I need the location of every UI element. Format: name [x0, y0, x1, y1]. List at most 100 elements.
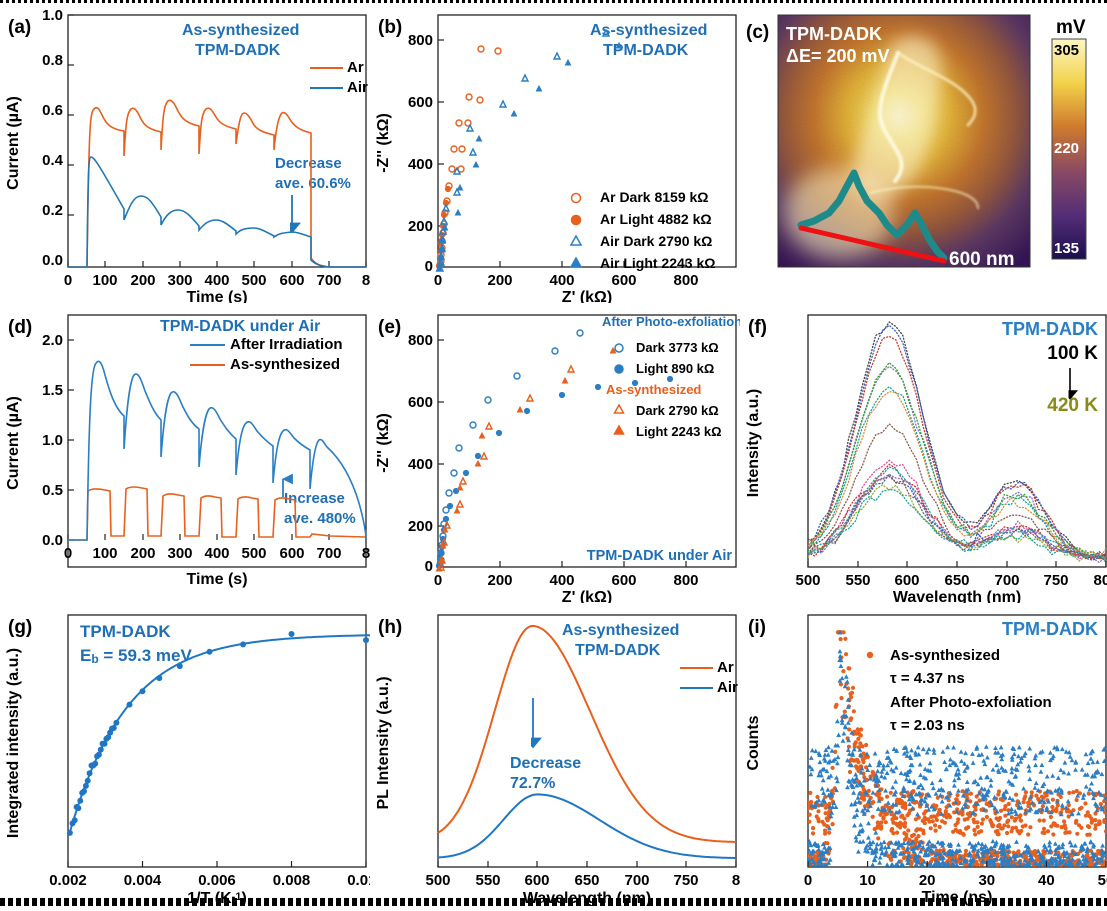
- svg-text:0.0: 0.0: [42, 252, 63, 269]
- svg-text:0: 0: [64, 272, 72, 289]
- svg-text:Ar Dark 8159 kΩ: Ar Dark 8159 kΩ: [600, 189, 709, 205]
- svg-text:600: 600: [611, 572, 636, 589]
- svg-text:800: 800: [1093, 572, 1107, 589]
- svg-text:Light 2243 kΩ: Light 2243 kΩ: [636, 424, 722, 439]
- svg-text:Decrease: Decrease: [275, 155, 342, 172]
- svg-text:(g): (g): [8, 617, 32, 638]
- svg-text:Z' (kΩ): Z' (kΩ): [562, 589, 612, 603]
- svg-text:600 nm: 600 nm: [949, 249, 1014, 270]
- svg-text:0: 0: [425, 558, 433, 575]
- svg-text:1.0: 1.0: [42, 7, 63, 24]
- svg-text:TPM-DADK under Air: TPM-DADK under Air: [587, 548, 733, 564]
- svg-text:0: 0: [64, 545, 72, 562]
- svg-text:700: 700: [994, 572, 1019, 589]
- svg-text:400: 400: [204, 272, 229, 289]
- svg-text:500: 500: [241, 272, 266, 289]
- svg-text:Air: Air: [717, 679, 738, 696]
- svg-text:(e): (e): [378, 317, 401, 338]
- svg-text:TPM-DADK: TPM-DADK: [786, 24, 882, 44]
- svg-text:Dark 3773 kΩ: Dark 3773 kΩ: [636, 340, 719, 355]
- svg-text:TPM-DADK: TPM-DADK: [1002, 619, 1098, 639]
- svg-text:400: 400: [204, 545, 229, 562]
- svg-text:0.002: 0.002: [49, 872, 87, 889]
- svg-text:300: 300: [167, 545, 192, 562]
- svg-text:ΔE= 200 mV: ΔE= 200 mV: [786, 46, 890, 66]
- svg-text:8: 8: [732, 872, 740, 889]
- svg-text:800: 800: [673, 572, 698, 589]
- svg-text:100 K: 100 K: [1047, 343, 1098, 364]
- svg-text:400: 400: [408, 156, 433, 173]
- svg-text:0.4: 0.4: [42, 152, 64, 169]
- svg-text:As-synthesized: As-synthesized: [182, 22, 299, 39]
- svg-text:Eb = 59.3 meV: Eb = 59.3 meV: [80, 646, 192, 666]
- svg-text:200: 200: [408, 518, 433, 535]
- svg-text:Ar: Ar: [717, 659, 734, 676]
- svg-text:500: 500: [241, 545, 266, 562]
- svg-text:550: 550: [475, 872, 500, 889]
- svg-text:650: 650: [944, 572, 969, 589]
- svg-text:30: 30: [978, 872, 995, 889]
- svg-text:(f): (f): [748, 317, 767, 338]
- svg-text:Air Dark 2790 kΩ: Air Dark 2790 kΩ: [600, 233, 712, 249]
- svg-text:Air Light 2243 kΩ: Air Light 2243 kΩ: [600, 255, 715, 271]
- svg-text:TPM-DADK under Air: TPM-DADK under Air: [160, 318, 320, 335]
- svg-text:mV: mV: [1056, 17, 1086, 38]
- svg-text:750: 750: [1043, 572, 1068, 589]
- svg-text:(a): (a): [8, 17, 31, 38]
- svg-text:τ = 2.03 ns: τ = 2.03 ns: [890, 717, 965, 734]
- svg-text:100: 100: [92, 272, 117, 289]
- svg-text:800: 800: [408, 332, 433, 349]
- svg-text:0.0: 0.0: [42, 532, 63, 549]
- svg-text:TPM-DADK: TPM-DADK: [195, 42, 281, 59]
- svg-text:Wavelength (nm): Wavelength (nm): [523, 890, 651, 906]
- svg-text:50: 50: [1098, 872, 1107, 889]
- svg-text:600: 600: [611, 272, 636, 289]
- svg-text:650: 650: [574, 872, 599, 889]
- svg-text:600: 600: [894, 572, 919, 589]
- svg-text:TPM-DADK: TPM-DADK: [80, 622, 171, 641]
- svg-text:ave. 60.6%: ave. 60.6%: [275, 175, 351, 192]
- svg-text:PL Intensity (a.u.): PL Intensity (a.u.): [375, 676, 392, 809]
- svg-text:Time (s): Time (s): [186, 289, 247, 303]
- svg-text:0: 0: [434, 272, 442, 289]
- svg-text:72.7%: 72.7%: [510, 775, 555, 792]
- svg-text:(b): (b): [378, 17, 402, 38]
- svg-text:As-synthesized: As-synthesized: [230, 356, 340, 373]
- svg-text:0: 0: [434, 572, 442, 589]
- svg-text:Intensity (a.u.): Intensity (a.u.): [745, 389, 762, 497]
- svg-text:600: 600: [279, 272, 304, 289]
- svg-text:-Z'' (kΩ): -Z'' (kΩ): [375, 413, 392, 473]
- svg-text:200: 200: [130, 545, 155, 562]
- svg-text:Time (ns): Time (ns): [922, 889, 993, 906]
- svg-text:Ar Light 4882 kΩ: Ar Light 4882 kΩ: [600, 211, 712, 227]
- svg-text:TPM-DADK: TPM-DADK: [575, 642, 661, 659]
- svg-text:200: 200: [487, 272, 512, 289]
- svg-text:(i): (i): [748, 617, 766, 638]
- svg-text:750: 750: [673, 872, 698, 889]
- svg-text:0.8: 0.8: [42, 52, 63, 69]
- svg-text:20: 20: [919, 872, 936, 889]
- svg-text:As-synthesized: As-synthesized: [562, 622, 679, 639]
- svg-text:500: 500: [425, 872, 450, 889]
- svg-text:0.004: 0.004: [124, 872, 162, 889]
- svg-text:8: 8: [362, 272, 370, 289]
- svg-text:400: 400: [549, 272, 574, 289]
- svg-text:400: 400: [408, 456, 433, 473]
- svg-text:Increase: Increase: [284, 490, 345, 507]
- svg-text:700: 700: [624, 872, 649, 889]
- svg-text:Counts: Counts: [745, 715, 762, 770]
- svg-text:600: 600: [524, 872, 549, 889]
- svg-text:300: 300: [167, 272, 192, 289]
- svg-text:40: 40: [1038, 872, 1055, 889]
- svg-text:Decrease: Decrease: [510, 755, 581, 772]
- svg-text:Integrated intensity (a.u.): Integrated intensity (a.u.): [5, 648, 22, 838]
- svg-text:1.0: 1.0: [42, 432, 63, 449]
- svg-text:0.5: 0.5: [42, 482, 63, 499]
- svg-text:After Photo-exfoliation: After Photo-exfoliation: [602, 314, 740, 329]
- svg-text:135: 135: [1054, 240, 1079, 257]
- svg-text:1/T (K-1): 1/T (K-1): [187, 890, 247, 906]
- svg-text:0.008: 0.008: [273, 872, 311, 889]
- svg-text:600: 600: [408, 394, 433, 411]
- svg-text:550: 550: [845, 572, 870, 589]
- svg-text:As-synthesized: As-synthesized: [606, 382, 701, 397]
